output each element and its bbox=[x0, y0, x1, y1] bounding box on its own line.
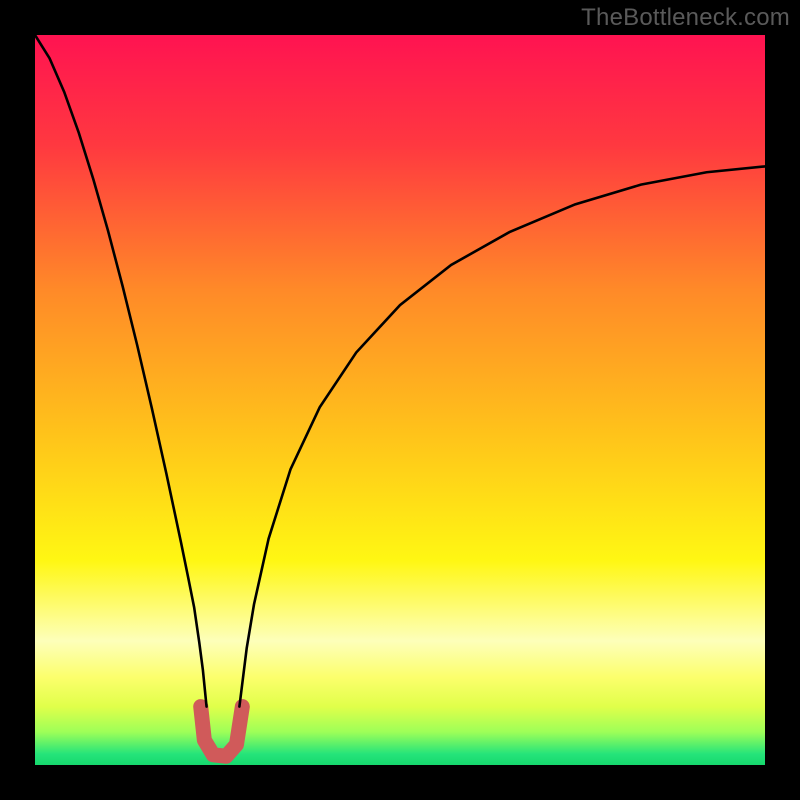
chart-root: TheBottleneck.com bbox=[0, 0, 800, 800]
watermark-text: TheBottleneck.com bbox=[581, 4, 790, 32]
plot-background bbox=[35, 35, 765, 765]
bottleneck-curve-chart bbox=[0, 0, 800, 800]
